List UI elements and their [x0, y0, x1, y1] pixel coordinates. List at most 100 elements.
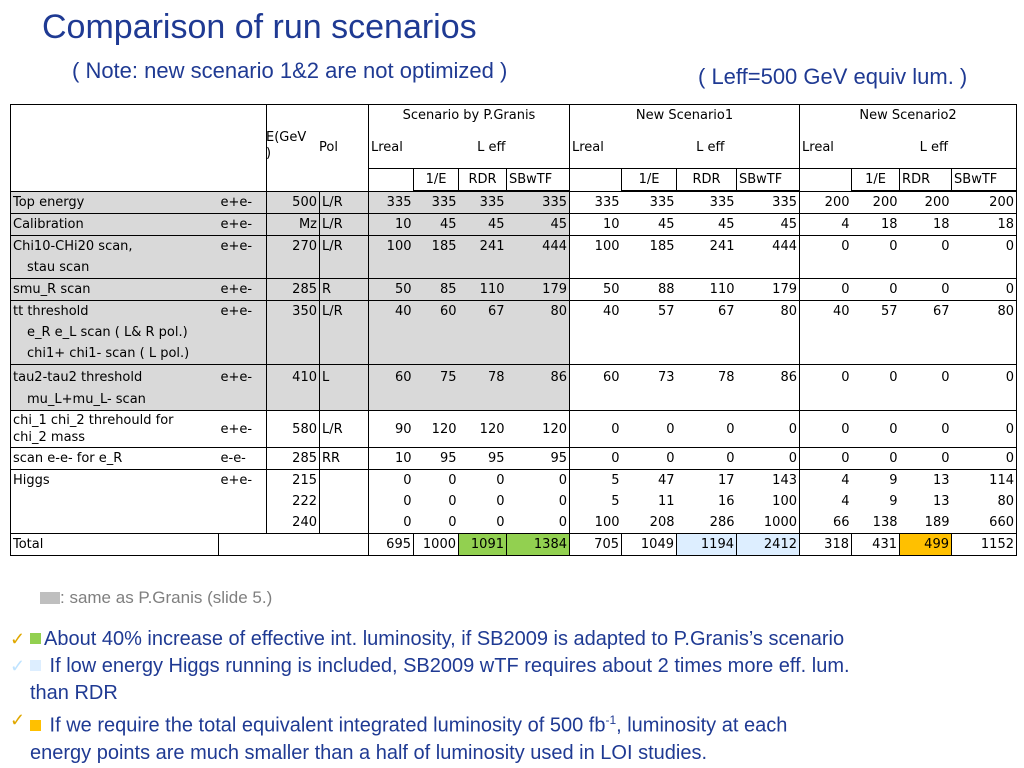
row-sublabel: chi1+ chi1- scan ( L pol.): [10, 343, 219, 365]
green-square-icon: [30, 633, 41, 644]
table-row-sub: stau scan: [10, 257, 1017, 279]
value-cell: 18: [851, 213, 900, 236]
value-cell: 0: [899, 235, 952, 257]
value-cell: 40: [569, 300, 622, 322]
row-beam: e+e-: [218, 410, 267, 448]
table-cell: [506, 343, 570, 365]
value-cell: 208: [649, 515, 675, 530]
table-cell: [570, 322, 622, 343]
row-beam: e+e-: [218, 235, 267, 257]
table-cell: [622, 343, 677, 365]
value-cell: 57: [851, 300, 900, 322]
col-pol-header: Pol: [319, 140, 338, 155]
value-cell: 0: [899, 410, 952, 448]
table-cell: [368, 389, 414, 411]
col-lreal: Lreal: [572, 139, 604, 155]
value-cell: 0: [736, 410, 800, 448]
value-cell: 88: [621, 278, 677, 301]
value-cell: 660: [951, 512, 1017, 534]
row-pol: L/R: [319, 235, 369, 257]
header-row-sub: 1/E RDR SBwTF 1/E RDR SBwTF 1/E RDR SBwT…: [11, 168, 1018, 191]
sub-col: 1/E: [621, 168, 677, 191]
group-header-scenario2: New Scenario2: [799, 104, 1018, 126]
value-cell: 335: [506, 191, 570, 214]
table-cell: [319, 533, 369, 556]
table-row: scan e-e- for e_R e-e- 285 RR 10 95 95 95 0 0 0 0 0 0…: [10, 447, 1017, 470]
row-energy: Mz: [266, 213, 320, 236]
table-cell: [218, 343, 267, 365]
value-cell: 0: [899, 364, 952, 389]
row-sublabel: stau scan: [10, 257, 219, 279]
row-label: tt threshold: [10, 300, 219, 322]
col-lreal: Lreal: [368, 126, 414, 169]
sub-col: 1/E: [851, 168, 901, 191]
col-e-header: E(GeV): [266, 130, 307, 161]
value-cell: 95: [506, 447, 570, 470]
leff-note: ( Leff=500 GeV equiv lum. ): [698, 64, 968, 89]
value-cell: 0: [951, 447, 1017, 470]
row-energy: 285: [266, 447, 320, 470]
table-cell: [368, 343, 414, 365]
table-cell: [506, 389, 570, 411]
value-cell: 45: [413, 213, 459, 236]
value-cell: 335: [676, 191, 737, 214]
table-cell: [736, 322, 800, 343]
row-pol: [319, 491, 369, 512]
table-cell: [218, 257, 267, 279]
value-cell: 67: [676, 300, 737, 322]
value-cell: 0: [621, 447, 677, 470]
value-cell: 95: [413, 447, 459, 470]
value-cell: 9: [889, 494, 898, 509]
row-beam: e+e-: [218, 300, 267, 322]
value-cell: 100: [368, 235, 414, 257]
row-energy: 240: [266, 512, 320, 534]
value-cell: 335: [413, 191, 459, 214]
value-cell: 1152: [951, 533, 1017, 556]
value-cell: 185: [413, 235, 459, 257]
bullet-list: ✓ About 40% increase of effective int. lu…: [10, 626, 1010, 767]
value-cell: 499: [899, 533, 952, 556]
row-pol: L/R: [319, 191, 369, 214]
table-cell: [900, 389, 952, 411]
table-cell: [319, 343, 369, 365]
row-label: Higgs: [10, 469, 219, 491]
check-icon: ✓: [10, 656, 26, 676]
value-cell: 78: [676, 364, 737, 389]
row-label: scan e-e- for e_R: [10, 447, 219, 470]
value-cell: 444: [506, 235, 570, 257]
table-cell: [458, 322, 507, 343]
row-energy: 215: [266, 469, 320, 491]
legend-text: : same as P.Granis (slide 5.): [60, 588, 273, 607]
table-cell: [458, 257, 507, 279]
value-cell: 5: [569, 469, 622, 491]
value-cell: 47: [621, 469, 677, 491]
table-cell: [677, 343, 737, 365]
table-cell: [900, 322, 952, 343]
value-cell: 241: [458, 235, 507, 257]
row-energy: 270: [266, 235, 320, 257]
col-leff: L eff: [413, 126, 570, 169]
row-energy: 350: [266, 300, 320, 322]
total-label: Total: [10, 533, 219, 556]
row-beam: e+e-: [218, 191, 267, 214]
value-cell: 0: [951, 278, 1017, 301]
table-cell: [506, 322, 570, 343]
value-cell: 60: [569, 364, 622, 389]
table-row: smu_R scan e+e- 285 R 50 85 110 179 50 88 110 179 0 0…: [10, 278, 1017, 301]
value-cell: 80: [951, 300, 1017, 322]
row-sublabel: mu_L+mu_L- scan: [10, 389, 219, 411]
check-icon: ✓: [10, 710, 26, 730]
table-row-total: Total 695 1000 1091 1384 705 1049 1194 2412 318 43…: [10, 533, 1017, 556]
value-cell: 45: [506, 213, 570, 236]
header-row-groups: Scenario by P.Granis New Scenario1 New S…: [10, 104, 1018, 191]
value-cell: 335: [458, 191, 507, 214]
table-cell: [218, 533, 267, 556]
value-cell: 0: [448, 494, 457, 509]
sub-col: SBwTF: [735, 168, 801, 191]
table-cell: [852, 389, 900, 411]
value-cell: 0: [496, 494, 505, 509]
table-cell: [266, 533, 320, 556]
row-label: Calibration: [10, 213, 219, 236]
value-cell: 13: [932, 494, 950, 509]
value-cell: 66: [832, 515, 850, 530]
